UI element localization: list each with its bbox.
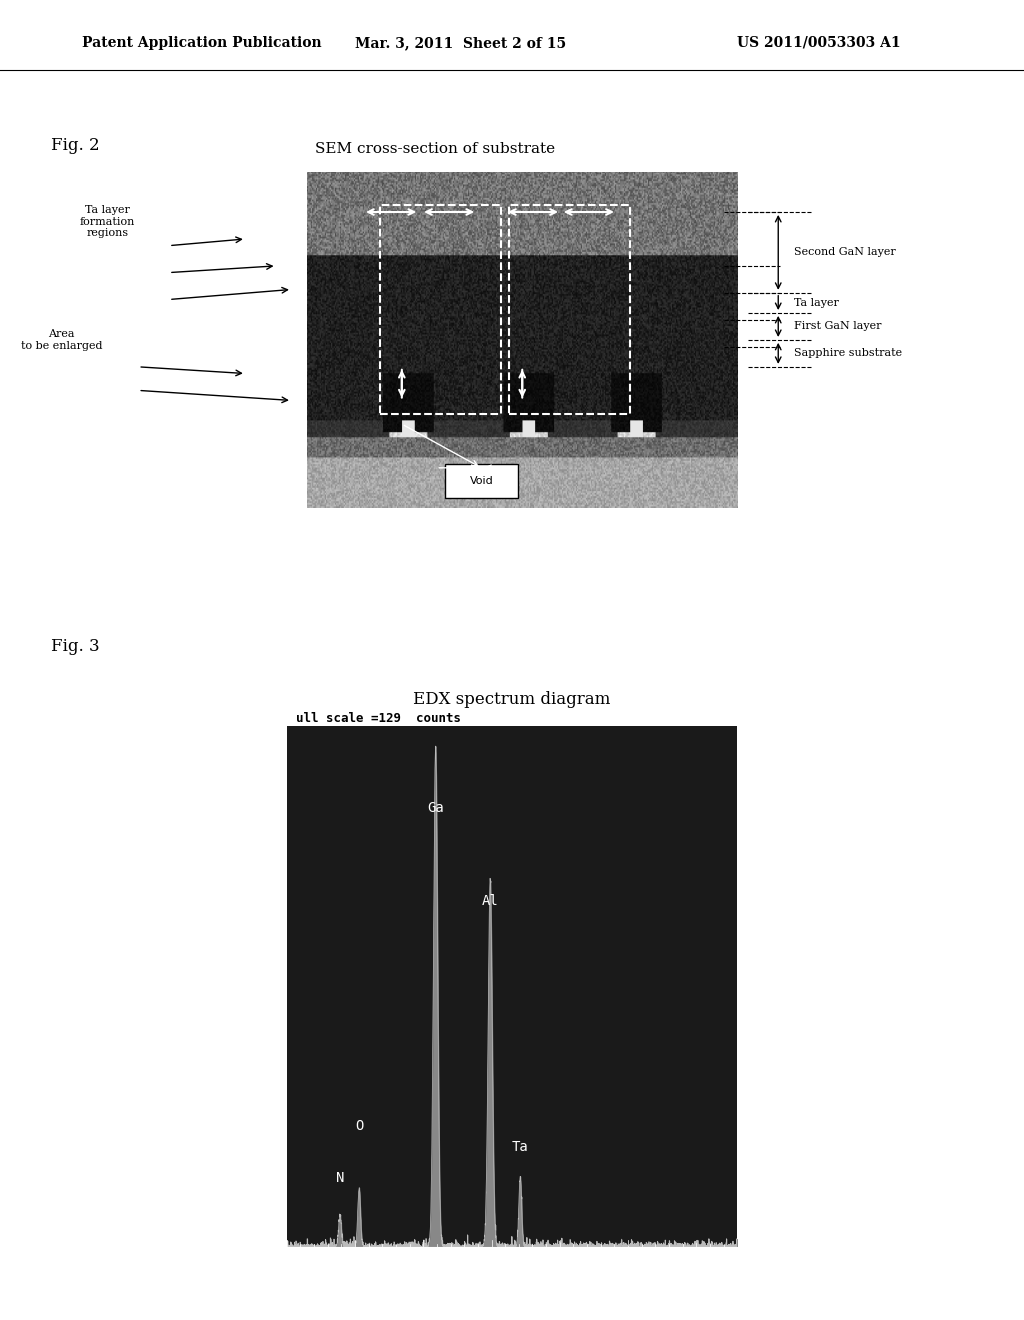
Text: EDX spectrum diagram: EDX spectrum diagram <box>414 692 610 708</box>
Text: Al: Al <box>481 895 499 908</box>
Bar <box>380 205 501 414</box>
FancyBboxPatch shape <box>444 465 518 498</box>
Bar <box>509 205 630 414</box>
Text: O: O <box>355 1118 364 1133</box>
Text: Ta layer: Ta layer <box>794 298 839 308</box>
Text: Ta: Ta <box>512 1139 528 1154</box>
Text: Sapphire substrate: Sapphire substrate <box>794 348 902 358</box>
Text: Fig. 3: Fig. 3 <box>51 639 99 655</box>
Text: Ta layer
formation
regions: Ta layer formation regions <box>80 205 135 239</box>
Text: Second GaN layer: Second GaN layer <box>794 247 895 257</box>
Text: Area
to be enlarged: Area to be enlarged <box>20 329 102 351</box>
Text: SEM cross-section of substrate: SEM cross-section of substrate <box>315 143 555 156</box>
Text: Void: Void <box>470 477 494 486</box>
Text: Fig. 2: Fig. 2 <box>51 137 99 153</box>
Text: ull scale =129  counts: ull scale =129 counts <box>296 711 461 725</box>
Text: Ga: Ga <box>427 801 444 814</box>
Text: Mar. 3, 2011  Sheet 2 of 15: Mar. 3, 2011 Sheet 2 of 15 <box>355 36 566 50</box>
Text: First GaN layer: First GaN layer <box>794 322 881 331</box>
Text: N: N <box>336 1171 344 1185</box>
Text: Patent Application Publication: Patent Application Publication <box>82 36 322 50</box>
Text: US 2011/0053303 A1: US 2011/0053303 A1 <box>737 36 901 50</box>
